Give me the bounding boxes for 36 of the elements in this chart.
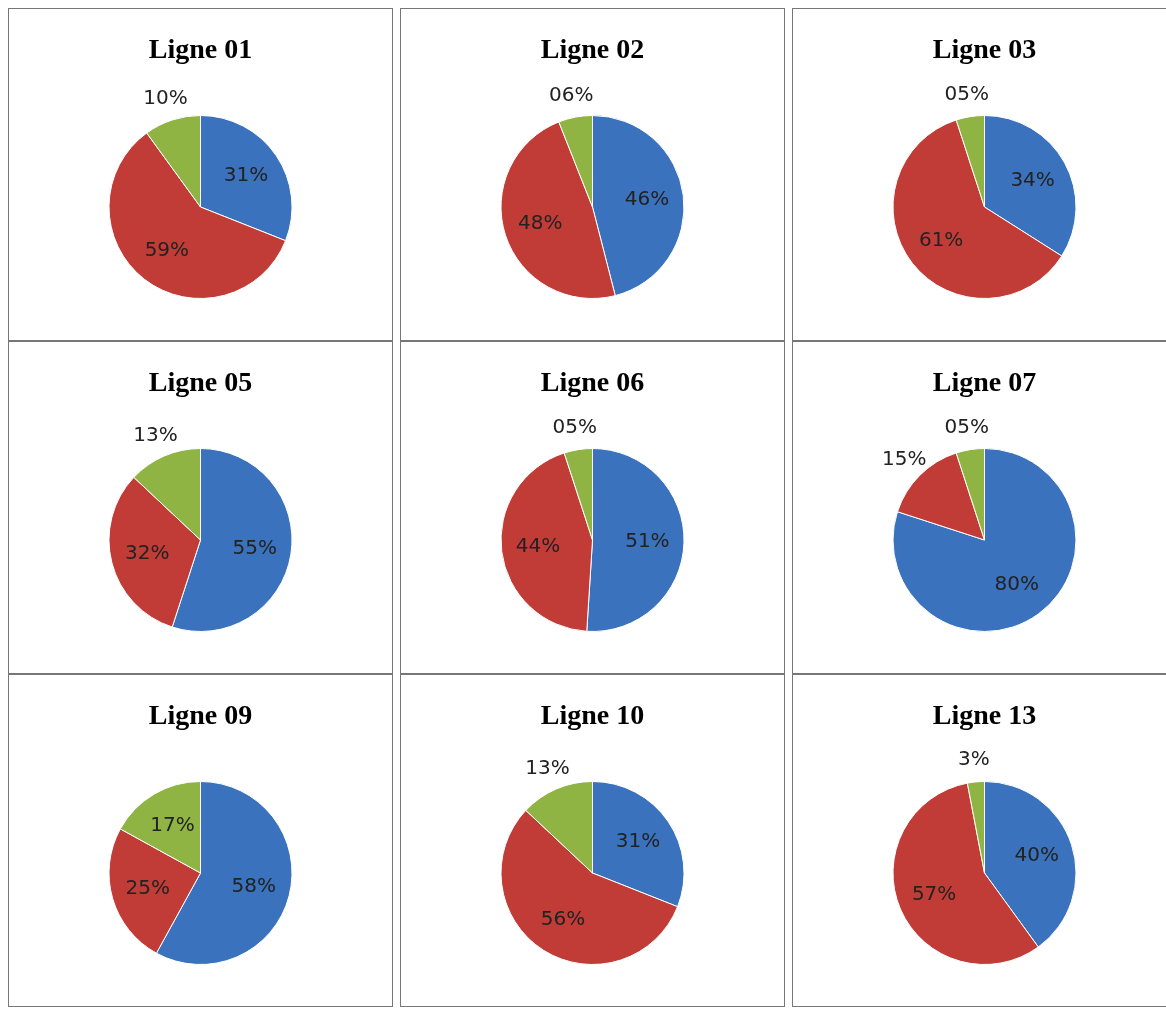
data-label: 34%: [1010, 166, 1055, 191]
data-label: 06%: [549, 81, 594, 106]
data-label: 3%: [957, 746, 990, 771]
chart-title: Ligne 07: [931, 366, 1038, 398]
data-label: 25%: [125, 874, 171, 899]
data-label: 05%: [944, 81, 989, 106]
data-label: 15%: [882, 445, 927, 470]
data-label: 10%: [143, 85, 188, 110]
data-label: 58%: [231, 872, 276, 897]
data-label: 05%: [944, 414, 989, 439]
data-label: 80%: [994, 570, 1039, 595]
chart-title: Ligne 03: [931, 33, 1038, 65]
data-label: 31%: [223, 162, 269, 187]
data-label: 44%: [515, 533, 561, 558]
chart-title: Ligne 10: [539, 699, 646, 731]
data-label: 32%: [125, 539, 170, 564]
chart-title: Ligne 01: [147, 33, 254, 65]
chart-title: Ligne 09: [147, 699, 254, 731]
data-label: 61%: [918, 226, 964, 251]
data-label: 05%: [552, 414, 597, 439]
data-label: 13%: [133, 422, 178, 447]
data-label: 46%: [624, 186, 670, 211]
chart-title: Ligne 06: [539, 366, 646, 398]
data-label: 13%: [525, 755, 570, 780]
data-label: 31%: [615, 828, 661, 853]
data-label: 59%: [144, 236, 190, 261]
chart-title: Ligne 02: [539, 33, 646, 65]
data-label: 55%: [232, 534, 277, 559]
data-label: 48%: [518, 210, 563, 235]
data-label: 56%: [540, 905, 586, 930]
chart-title: Ligne 05: [147, 366, 254, 398]
data-label: 17%: [150, 811, 195, 836]
data-label: 57%: [911, 881, 957, 906]
data-label: 40%: [1014, 842, 1059, 867]
data-label: 51%: [625, 527, 670, 552]
chart-title: Ligne 13: [931, 699, 1038, 731]
